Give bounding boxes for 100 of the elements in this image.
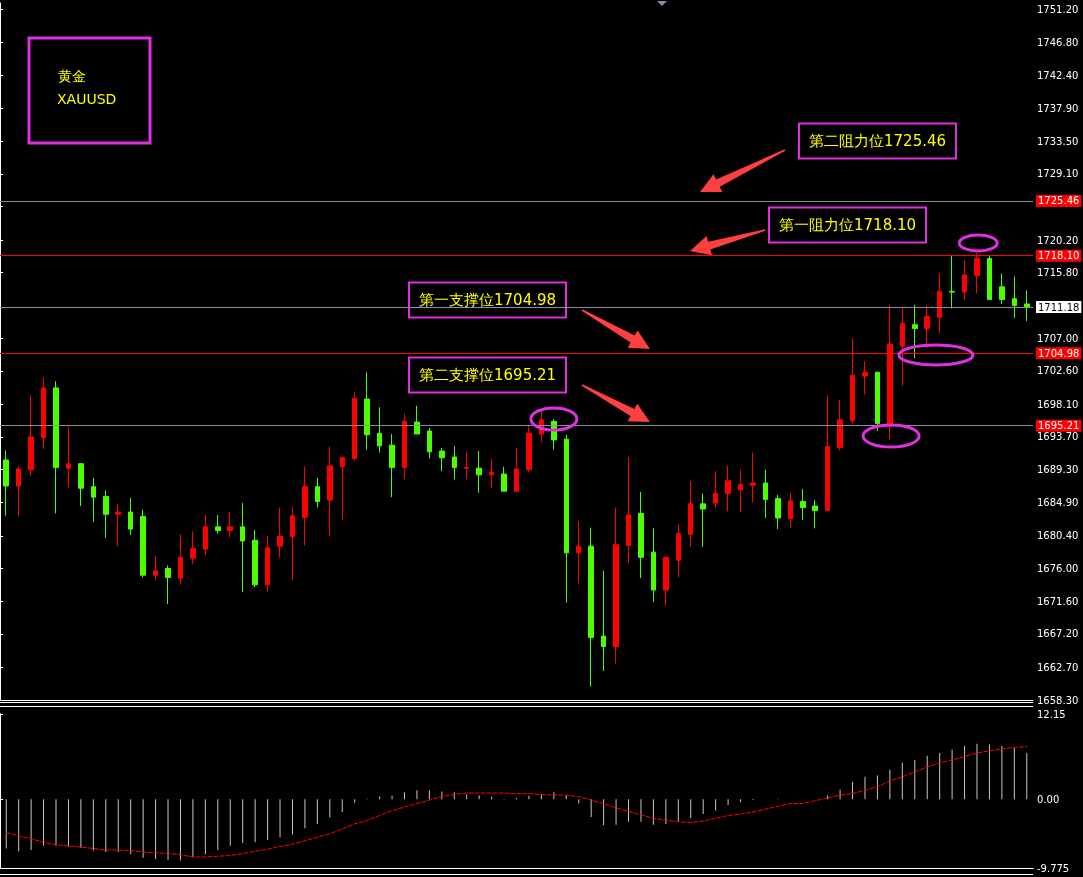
y-tick-label: 1729.10 bbox=[1037, 168, 1079, 180]
candlestick bbox=[613, 507, 619, 665]
candlestick bbox=[962, 259, 967, 301]
candlestick bbox=[389, 433, 395, 498]
candlestick bbox=[514, 447, 519, 494]
y-tick-label: 1698.10 bbox=[1037, 398, 1079, 410]
candlestick bbox=[153, 555, 158, 581]
annotation: 第二阻力位1725.46 bbox=[809, 132, 947, 150]
y-tick-label: 1742.40 bbox=[1037, 69, 1079, 81]
candlestick bbox=[439, 447, 445, 472]
candlestick bbox=[788, 492, 793, 529]
y-tick-label: 1733.50 bbox=[1037, 135, 1079, 147]
candlestick bbox=[501, 466, 507, 492]
y-tick-label: 1715.80 bbox=[1037, 267, 1079, 279]
candlestick bbox=[713, 470, 718, 509]
candlestick bbox=[203, 514, 208, 556]
y-tick-label: 1662.70 bbox=[1037, 661, 1079, 673]
candlestick bbox=[290, 506, 295, 581]
candlestick bbox=[862, 360, 868, 396]
candlestick bbox=[41, 377, 46, 450]
candlestick bbox=[352, 391, 357, 462]
candlestick bbox=[725, 465, 731, 512]
candlestick bbox=[377, 406, 382, 454]
candlestick bbox=[651, 527, 656, 603]
candlestick bbox=[78, 462, 84, 507]
y-tick-label: 1671.60 bbox=[1037, 595, 1079, 607]
y-tick-label: 1680.40 bbox=[1037, 530, 1079, 542]
y-tick-label: 1707.00 bbox=[1037, 332, 1079, 344]
candlestick bbox=[103, 489, 109, 539]
candlestick bbox=[987, 255, 992, 300]
candlestick bbox=[364, 371, 370, 451]
candlestick bbox=[178, 533, 183, 586]
candlestick bbox=[215, 514, 221, 535]
y-tick-label: 12.15 bbox=[1037, 708, 1066, 720]
candlestick bbox=[688, 480, 693, 548]
candlestick bbox=[128, 497, 133, 536]
candlestick bbox=[302, 466, 308, 546]
annotation: 第二支撑位1695.21 bbox=[419, 366, 557, 384]
y-tick-label: 1658.30 bbox=[1037, 694, 1079, 706]
candlestick bbox=[700, 492, 706, 548]
candlestick bbox=[227, 511, 233, 538]
annotation: 第一支撑位1704.98 bbox=[419, 291, 557, 309]
candlestick bbox=[414, 405, 420, 435]
ref-line-label: 1725.46 bbox=[1038, 195, 1080, 207]
candlestick bbox=[315, 477, 320, 509]
candlestick bbox=[16, 465, 21, 517]
candlestick bbox=[427, 427, 432, 459]
y-tick-label: 1720.20 bbox=[1037, 234, 1079, 246]
text: 黄金 bbox=[58, 68, 86, 84]
candlestick bbox=[115, 503, 121, 547]
candlestick bbox=[340, 455, 345, 521]
text: XAUUSD bbox=[57, 91, 117, 107]
y-tick-label: -9.775 bbox=[1037, 862, 1070, 874]
candlestick bbox=[825, 394, 830, 512]
candlestick bbox=[252, 529, 258, 588]
y-tick-label: 1737.90 bbox=[1037, 103, 1079, 115]
ref-line-label: 1704.98 bbox=[1038, 347, 1080, 359]
annotation: 第一阻力位1718.10 bbox=[779, 216, 917, 234]
y-tick-label: 1693.70 bbox=[1037, 431, 1079, 443]
candlestick bbox=[601, 570, 606, 672]
y-tick-label: 1676.00 bbox=[1037, 562, 1079, 574]
y-tick-label: 1684.90 bbox=[1037, 496, 1079, 508]
candlestick bbox=[265, 535, 270, 593]
candlestick bbox=[526, 425, 532, 473]
candlestick bbox=[676, 523, 681, 578]
candlestick bbox=[937, 272, 942, 334]
candlestick bbox=[53, 380, 59, 514]
ref-line-label: 1718.10 bbox=[1038, 250, 1080, 262]
candlestick bbox=[28, 394, 34, 477]
candlestick bbox=[402, 413, 407, 480]
candlestick bbox=[638, 491, 644, 579]
y-tick-label: 0.00 bbox=[1037, 793, 1060, 805]
candlestick bbox=[489, 458, 494, 489]
y-tick-label: 1751.20 bbox=[1037, 4, 1079, 16]
candlestick bbox=[240, 502, 245, 593]
candlestick bbox=[750, 452, 756, 503]
candlestick bbox=[452, 445, 457, 480]
candlestick bbox=[190, 530, 196, 565]
candlestick bbox=[476, 450, 482, 494]
y-tick-label: 1746.80 bbox=[1037, 36, 1079, 48]
ref-line-label: 1695.21 bbox=[1038, 420, 1080, 432]
candlestick bbox=[812, 499, 818, 529]
candlestick bbox=[763, 469, 768, 519]
candlestick bbox=[327, 446, 333, 538]
candlestick bbox=[1012, 275, 1017, 319]
candlestick bbox=[464, 452, 469, 480]
candlestick bbox=[576, 520, 581, 584]
y-tick-label: 1667.20 bbox=[1037, 628, 1079, 640]
candlestick bbox=[626, 456, 631, 564]
candlestick bbox=[775, 494, 781, 530]
candlestick bbox=[66, 426, 71, 488]
candlestick bbox=[837, 399, 843, 451]
candlestick bbox=[912, 304, 918, 359]
ref-line-label: 1711.18 bbox=[1038, 301, 1080, 313]
candlestick bbox=[875, 371, 880, 432]
candlestick bbox=[949, 254, 955, 309]
candlestick bbox=[663, 556, 669, 607]
candlestick bbox=[588, 527, 594, 688]
candlestick bbox=[1024, 290, 1030, 322]
candlestick bbox=[91, 477, 96, 523]
